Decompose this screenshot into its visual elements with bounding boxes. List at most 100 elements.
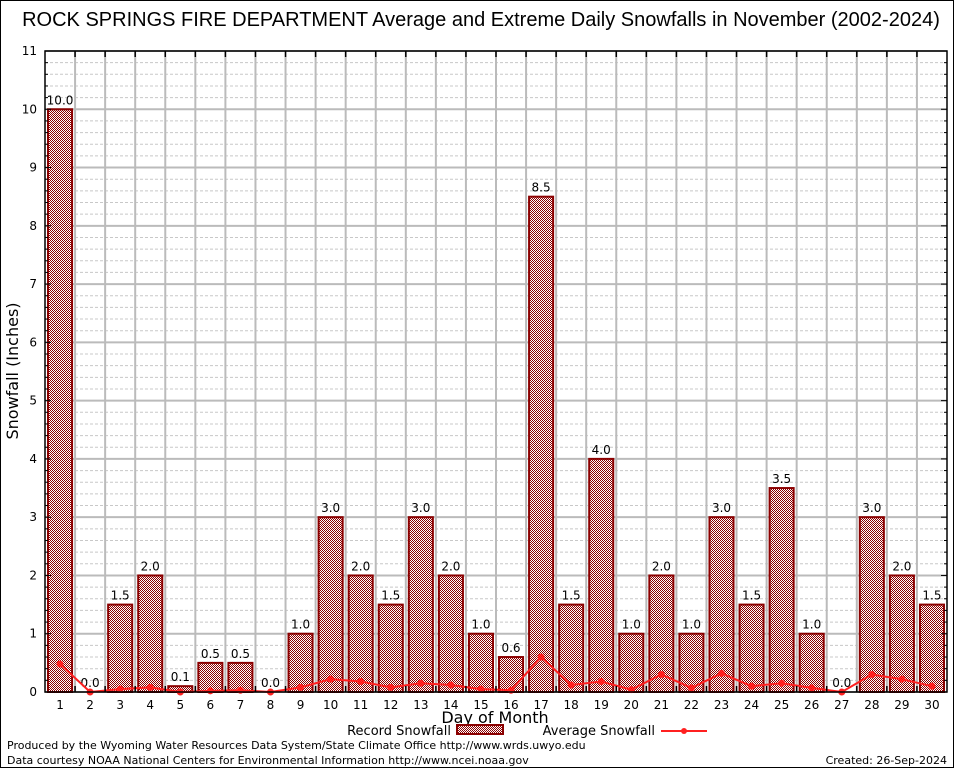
bar-label-day-25: 3.5 — [772, 472, 791, 486]
bar-day-24 — [738, 603, 765, 693]
x-tick-label-19: 19 — [594, 698, 609, 712]
bar-label-day-28: 3.0 — [862, 501, 881, 515]
bar-day-26 — [798, 632, 825, 694]
footer-data-courtesy: Data courtesy NOAA National Centers for … — [7, 754, 529, 767]
bar-day-4 — [137, 574, 164, 693]
bar-day-14 — [437, 574, 464, 693]
axes — [44, 50, 948, 693]
bar-label-day-11: 2.0 — [351, 559, 370, 573]
average-point-day-30 — [928, 682, 936, 690]
footer-created: Created: 26-Sep-2024 — [825, 754, 947, 767]
legend-swatch-record — [456, 724, 504, 735]
bar-day-25 — [768, 487, 795, 693]
average-point-day-26 — [808, 684, 816, 692]
bar-label-day-14: 2.0 — [441, 559, 460, 573]
y-tick-label-9: 9 — [29, 161, 37, 175]
average-point-day-6 — [206, 687, 214, 695]
average-point-day-14 — [447, 681, 455, 689]
x-tick-label-12: 12 — [383, 698, 398, 712]
average-point-day-18 — [567, 681, 575, 689]
y-tick-label-3: 3 — [29, 510, 37, 524]
bar-label-day-9: 1.0 — [291, 618, 310, 632]
bar-day-7 — [227, 661, 254, 694]
bar-label-day-3: 1.5 — [111, 589, 130, 603]
average-point-day-17 — [537, 653, 545, 661]
average-point-day-29 — [898, 675, 906, 683]
bar-day-11 — [347, 574, 374, 693]
chart-title: ROCK SPRINGS FIRE DEPARTMENT Average and… — [22, 9, 940, 31]
bar-label-day-15: 1.0 — [471, 618, 490, 632]
average-point-day-3 — [116, 685, 124, 693]
average-point-day-24 — [748, 682, 756, 690]
bar-labels: 10.0 0.0 1.5 2.0 0.1 0.5 0.5 0.0 1.0 3.0 2.0 1.5 3.0… — [47, 93, 942, 690]
average-point-day-28 — [868, 671, 876, 679]
average-point-day-13 — [417, 679, 425, 687]
average-point-day-19 — [597, 678, 605, 686]
y-axis-label: Snowfall (Inches) — [3, 302, 22, 439]
bar-day-1 — [47, 108, 74, 694]
average-point-day-10 — [327, 675, 335, 683]
bar-day-12 — [377, 603, 404, 693]
bar-day-19 — [588, 457, 615, 693]
x-tick-label-7: 7 — [237, 698, 245, 712]
average-point-day-22 — [687, 684, 695, 692]
bar-label-day-26: 1.0 — [802, 618, 821, 632]
bar-label-day-17: 8.5 — [532, 181, 551, 195]
x-tick-label-8: 8 — [267, 698, 275, 712]
x-tick-label-2: 2 — [86, 698, 94, 712]
y-tick-label-10: 10 — [22, 102, 37, 116]
x-tick-label-11: 11 — [353, 698, 368, 712]
y-tick-label-1: 1 — [29, 627, 37, 641]
bar-label-day-30: 1.5 — [922, 589, 941, 603]
x-tick-label-29: 29 — [894, 698, 909, 712]
y-tick-label-8: 8 — [29, 219, 37, 233]
average-point-day-23 — [718, 669, 725, 677]
x-tick-label-26: 26 — [804, 698, 819, 712]
x-tick-label-16: 16 — [503, 698, 518, 712]
bar-label-day-5: 0.1 — [171, 670, 190, 684]
x-tick-label-1: 1 — [56, 698, 64, 712]
bar-day-13 — [407, 516, 434, 693]
average-point-day-12 — [387, 683, 395, 691]
average-point-day-1 — [56, 660, 64, 668]
bar-day-9 — [287, 632, 314, 694]
bar-label-day-19: 4.0 — [592, 443, 611, 457]
bar-day-20 — [618, 632, 645, 694]
x-tick-label-13: 13 — [413, 698, 428, 712]
x-tick-label-3: 3 — [116, 698, 124, 712]
y-tick-label-6: 6 — [29, 335, 37, 349]
bar-label-day-6: 0.5 — [201, 647, 220, 661]
x-tick-label-5: 5 — [176, 698, 184, 712]
x-tick-label-24: 24 — [744, 698, 759, 712]
x-tick-label-18: 18 — [564, 698, 579, 712]
y-tick-label-4: 4 — [29, 452, 37, 466]
bar-day-15 — [467, 632, 494, 694]
bar-label-day-1: 10.0 — [47, 93, 74, 107]
bar-label-day-13: 3.0 — [411, 501, 430, 515]
average-point-day-25 — [778, 679, 786, 687]
legend: Record Snowfall Average Snowfall — [347, 724, 707, 739]
legend-marker-average — [681, 728, 687, 734]
x-tick-label-22: 22 — [684, 698, 699, 712]
bar-label-day-7: 0.5 — [231, 647, 250, 661]
x-tick-label-21: 21 — [654, 698, 669, 712]
x-tick-label-27: 27 — [834, 698, 849, 712]
x-tick-label-17: 17 — [533, 698, 548, 712]
bar-label-day-22: 1.0 — [682, 618, 701, 632]
x-tick-label-9: 9 — [297, 698, 305, 712]
x-tick-labels: 1 2 3 4 5 6 7 8 9 10 11 12 13 14 15 16 17 18 19 20 21 22 23 24 2… — [56, 698, 939, 712]
y-tick-label-7: 7 — [29, 277, 37, 291]
bar-label-day-20: 1.0 — [622, 618, 641, 632]
bar-day-22 — [678, 632, 705, 694]
grid — [45, 50, 947, 693]
x-tick-label-14: 14 — [443, 698, 458, 712]
x-tick-label-4: 4 — [146, 698, 154, 712]
bar-label-day-12: 1.5 — [381, 589, 400, 603]
x-tick-label-20: 20 — [624, 698, 639, 712]
x-tick-label-30: 30 — [924, 698, 939, 712]
y-tick-label-0: 0 — [29, 685, 37, 699]
bar-day-28 — [858, 516, 885, 693]
bar-day-17 — [528, 195, 555, 693]
